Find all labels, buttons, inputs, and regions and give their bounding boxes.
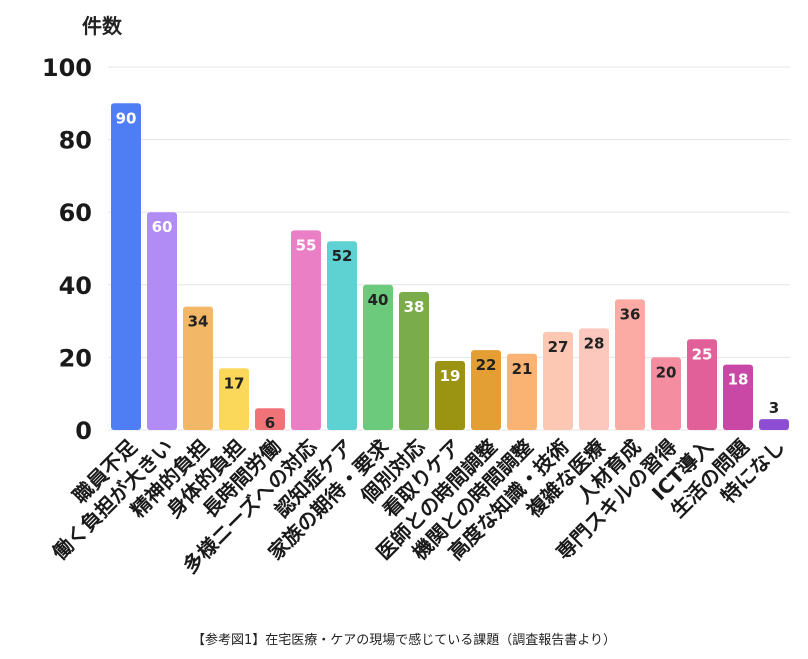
bar-value-label: 90	[116, 109, 137, 127]
bar-value-label: 40	[368, 291, 389, 309]
bar-value-label: 20	[656, 363, 677, 381]
bar	[327, 241, 357, 430]
bar	[291, 230, 321, 430]
bar	[507, 353, 537, 430]
bar	[399, 292, 429, 430]
bar	[579, 328, 609, 430]
bar-value-label: 27	[548, 338, 569, 356]
y-axis-label: 件数	[82, 14, 122, 38]
bar-value-label: 18	[728, 371, 749, 389]
bar	[183, 306, 213, 430]
bar	[147, 212, 177, 430]
bar-value-label: 60	[152, 218, 173, 236]
bar	[471, 350, 501, 430]
y-tick-label: 60	[59, 199, 92, 227]
bar-value-label: 28	[584, 334, 605, 352]
bar	[723, 364, 753, 430]
bar-value-label: 34	[188, 313, 209, 331]
bar	[615, 299, 645, 430]
bar-value-label: 22	[476, 356, 497, 374]
bar-value-label: 52	[332, 247, 353, 265]
bar-value-label: 17	[224, 374, 245, 392]
bar	[363, 284, 393, 430]
bar-value-label: 3	[769, 399, 779, 417]
bar-value-label: 55	[296, 236, 317, 254]
bar	[219, 368, 249, 430]
bar-value-label: 6	[265, 414, 275, 432]
bar-value-label: 25	[692, 345, 713, 363]
y-tick-label: 100	[42, 54, 92, 82]
bar	[543, 331, 573, 430]
bar-value-label: 36	[620, 305, 641, 323]
bar	[435, 361, 465, 430]
y-tick-label: 40	[59, 272, 92, 300]
chart-caption: 【参考図1】在宅医療・ケアの現場で感じている課題（調査報告書より）	[191, 633, 616, 648]
bar-value-label: 19	[440, 367, 461, 385]
bar	[255, 408, 285, 430]
y-tick-label: 80	[59, 127, 92, 155]
y-tick-label: 20	[59, 344, 92, 372]
bar-value-label: 38	[404, 298, 425, 316]
bar-value-label: 21	[512, 360, 533, 378]
bar	[759, 419, 789, 430]
bar	[651, 357, 681, 430]
y-tick-label: 0	[75, 417, 92, 445]
bar	[687, 339, 717, 430]
bar	[111, 103, 141, 431]
